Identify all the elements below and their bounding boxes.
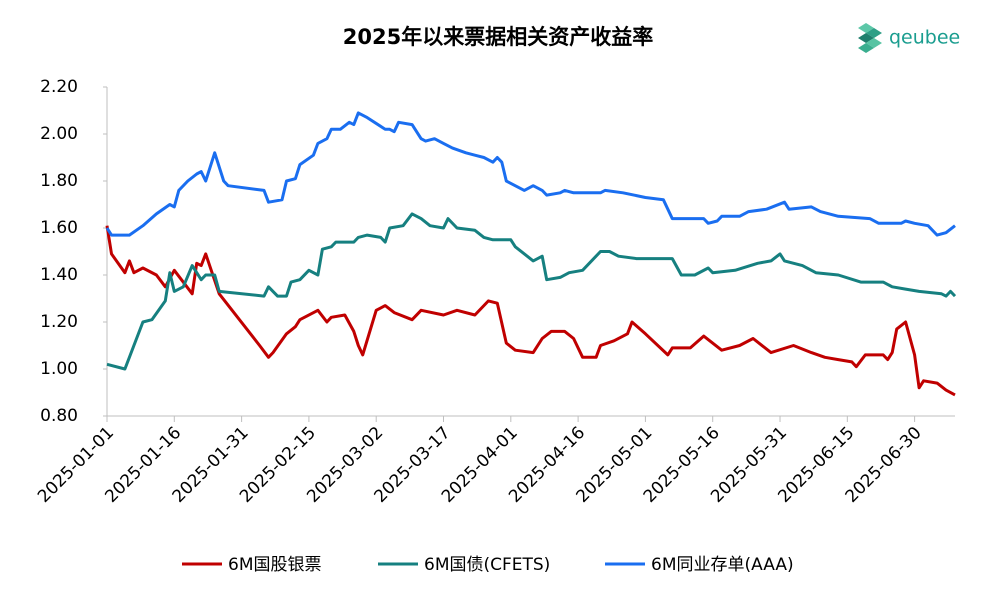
series-line bbox=[105, 225, 956, 397]
y-tick-label: 1.40 bbox=[40, 265, 78, 285]
series-line bbox=[106, 212, 957, 371]
y-tick-label: 2.00 bbox=[40, 124, 78, 144]
y-tick-label: 1.80 bbox=[40, 171, 78, 191]
y-tick-label: 1.20 bbox=[40, 312, 78, 332]
y-tick-label: 2.20 bbox=[40, 77, 78, 97]
legend-label: 6M国债(CFETS) bbox=[424, 555, 550, 575]
chart-title: 2025年以来票据相关资产收益率 bbox=[343, 25, 653, 49]
series-line bbox=[105, 111, 956, 237]
legend-label: 6M同业存单(AAA) bbox=[651, 555, 794, 575]
logo-text: qeubee bbox=[889, 27, 960, 49]
y-tick-label: 1.60 bbox=[40, 218, 78, 238]
logo-icon bbox=[858, 23, 882, 53]
y-tick-label: 0.80 bbox=[40, 406, 78, 426]
legend-label: 6M国股银票 bbox=[228, 555, 321, 575]
y-tick-label: 1.00 bbox=[40, 359, 78, 379]
